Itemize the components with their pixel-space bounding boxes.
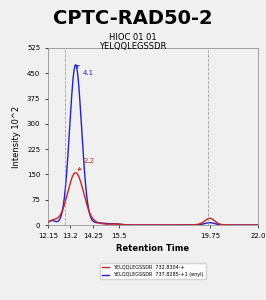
Text: CPTC-RAD50-2: CPTC-RAD50-2	[53, 9, 213, 28]
X-axis label: Retention Time: Retention Time	[117, 244, 189, 253]
Text: 4.1: 4.1	[76, 65, 94, 76]
Text: YELQQLEGSSDR: YELQQLEGSSDR	[99, 42, 167, 51]
Text: HIOC 01 01: HIOC 01 01	[109, 33, 157, 42]
Text: 2.2: 2.2	[78, 158, 94, 170]
Legend: YELQQLEGSSDR  732.8304-+, YELQQLEGSSDR  737.8285-+1 (enyl): YELQQLEGSSDR 732.8304-+, YELQQLEGSSDR 73…	[100, 263, 206, 279]
Y-axis label: Intensity 10^2: Intensity 10^2	[12, 105, 21, 168]
